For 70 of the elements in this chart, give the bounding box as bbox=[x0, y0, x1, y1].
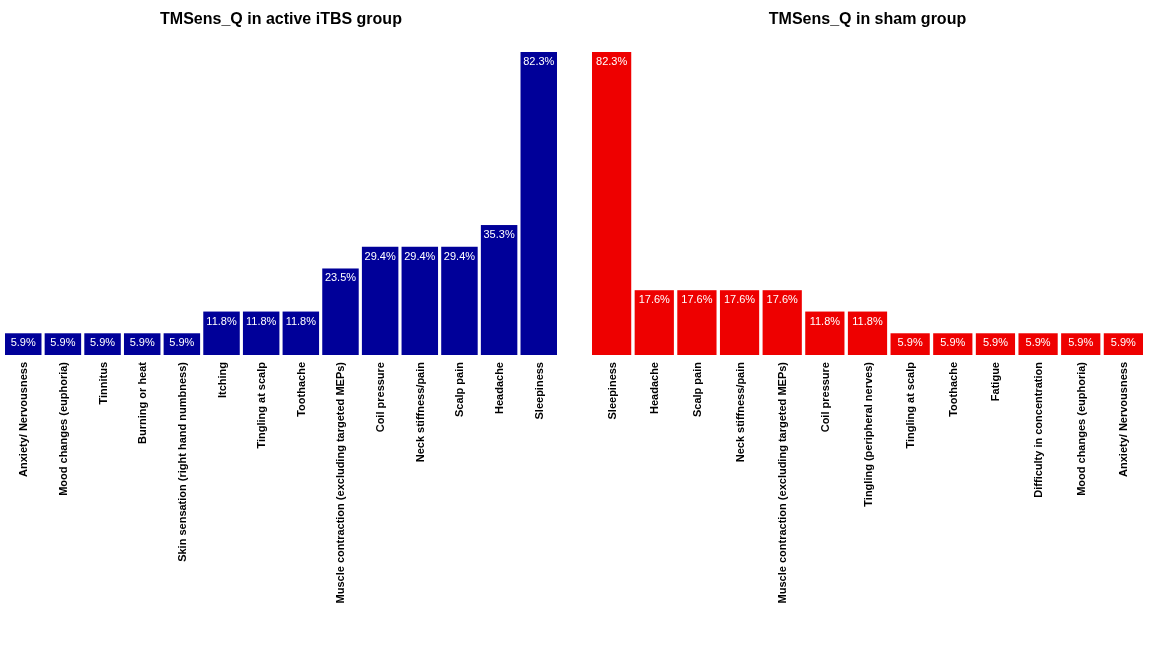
bar bbox=[401, 246, 439, 355]
data-label: 82.3% bbox=[596, 55, 628, 67]
data-label: 17.6% bbox=[766, 293, 799, 306]
x-tick-label: Tingling (peripheral nerves) bbox=[861, 361, 874, 507]
data-label: 5.9% bbox=[897, 336, 923, 349]
data-label: 11.8% bbox=[852, 314, 883, 327]
x-tick-label: Toothache bbox=[946, 362, 959, 417]
data-label: 11.8% bbox=[245, 314, 277, 327]
x-tick-label: Scalp pain bbox=[690, 361, 703, 418]
x-tick-label: Muscle contraction (excluding targeted MEPs) bbox=[776, 361, 789, 604]
bar bbox=[592, 52, 632, 355]
x-tick-label: Sleepiness bbox=[605, 362, 618, 420]
bar bbox=[520, 52, 557, 355]
x-tick-label: Itching bbox=[215, 362, 228, 399]
bar bbox=[762, 290, 802, 355]
data-label: 29.4% bbox=[443, 249, 476, 262]
x-tick-label: Tingling at scalp bbox=[904, 361, 917, 449]
data-label: 5.9% bbox=[1025, 336, 1051, 349]
data-label: 29.4% bbox=[404, 249, 436, 262]
data-label: 17.6% bbox=[681, 293, 713, 306]
x-tick-label: Skin sensation (right hand numbness) bbox=[175, 361, 188, 562]
x-tick-label: Sleepiness bbox=[532, 362, 545, 420]
data-label: 17.6% bbox=[638, 293, 671, 306]
bar bbox=[847, 311, 888, 355]
bar bbox=[322, 268, 359, 355]
bar bbox=[441, 246, 478, 355]
data-label: 5.9% bbox=[10, 336, 36, 349]
data-label: 5.9% bbox=[1068, 336, 1094, 349]
data-label: 23.5% bbox=[324, 271, 357, 284]
x-tick-label: Headache bbox=[648, 362, 661, 414]
data-label: 11.8% bbox=[285, 314, 317, 327]
data-label: 5.9% bbox=[90, 336, 116, 349]
bar bbox=[805, 311, 845, 355]
chart-title: TMSens_Q in active iTBS group bbox=[160, 10, 403, 27]
x-tick-label: Muscle contraction (excluding targeted MEPs) bbox=[334, 361, 347, 604]
data-label: 5.9% bbox=[50, 336, 76, 349]
x-tick-label: Fatigue bbox=[989, 362, 1002, 402]
data-label: 5.9% bbox=[1110, 336, 1137, 349]
chart-title: TMSens_Q in sham group bbox=[768, 10, 967, 27]
x-tick-label: Anxiety/ Nervousness bbox=[17, 362, 30, 477]
bar bbox=[634, 290, 674, 355]
x-tick-label: Tingling at scalp bbox=[255, 361, 268, 449]
data-label: 5.9% bbox=[982, 336, 1009, 349]
bar bbox=[677, 290, 717, 355]
x-tick-label: Mood changes (euphoria) bbox=[1074, 361, 1087, 496]
x-tick-label: Tinnitus bbox=[96, 362, 109, 405]
x-tick-label: Mood changes (euphoria) bbox=[56, 361, 69, 496]
bar bbox=[719, 290, 760, 355]
x-tick-label: Anxiety/ Nervousness bbox=[1117, 362, 1130, 477]
data-label: 5.9% bbox=[940, 336, 966, 349]
data-label: 5.9% bbox=[129, 336, 155, 349]
x-tick-label: Headache bbox=[493, 362, 506, 414]
x-tick-label: Burning or heat bbox=[136, 361, 149, 444]
x-tick-label: Coil pressure bbox=[374, 362, 387, 433]
x-tick-label: Difficulty in concentration bbox=[1032, 361, 1045, 498]
data-label: 11.8% bbox=[206, 314, 237, 327]
x-tick-label: Neck stiffness/pain bbox=[733, 361, 746, 463]
data-label: 82.3% bbox=[523, 55, 555, 67]
bar bbox=[361, 246, 399, 355]
data-label: 11.8% bbox=[809, 314, 841, 327]
bar bbox=[203, 311, 240, 355]
x-tick-label: Coil pressure bbox=[818, 362, 831, 433]
x-tick-label: Neck stiffness/pain bbox=[413, 361, 426, 463]
data-label: 5.9% bbox=[169, 336, 195, 349]
data-label: 17.6% bbox=[723, 293, 756, 306]
x-tick-label: Toothache bbox=[294, 362, 307, 417]
x-tick-label: Scalp pain bbox=[453, 361, 466, 418]
bar bbox=[480, 225, 518, 355]
data-label: 35.3% bbox=[483, 228, 515, 241]
data-label: 29.4% bbox=[364, 249, 396, 262]
